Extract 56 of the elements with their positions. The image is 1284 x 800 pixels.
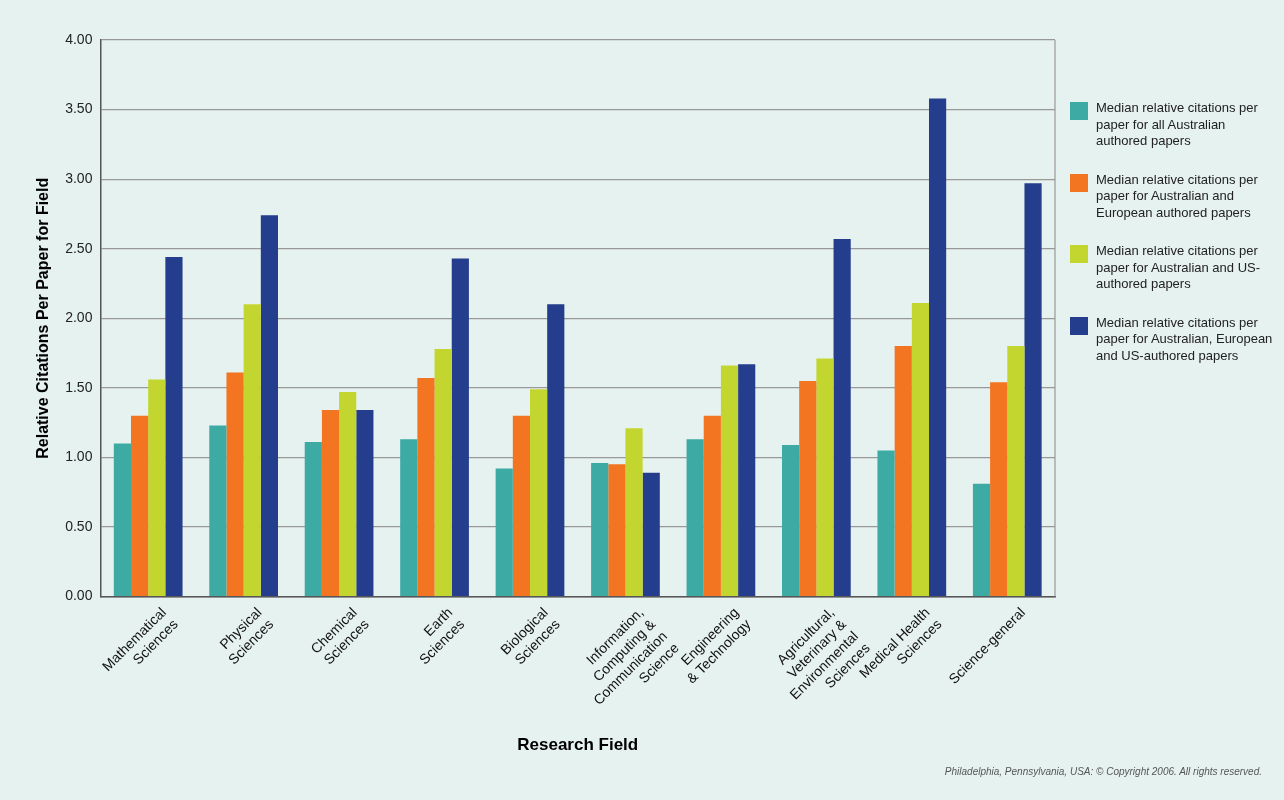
bar <box>304 442 322 596</box>
legend-label: Median relative citations per paper for all Australian authored papers <box>1096 100 1259 150</box>
y-axis-title: Relative Citations Per Paper for Field <box>34 177 52 459</box>
legend-label: Median relative citations per paper for Australian and European authored papers <box>1096 171 1259 221</box>
y-tick-label: 3.00 <box>65 170 93 186</box>
bar <box>530 389 548 596</box>
bar <box>894 346 912 596</box>
bar <box>642 472 660 596</box>
legend-label: Median relative citations per paper for Australian and US-authored papers <box>1096 243 1262 293</box>
bar <box>417 378 435 596</box>
bar <box>321 410 340 596</box>
bar <box>339 392 357 596</box>
bar <box>451 258 469 596</box>
bar <box>113 443 131 596</box>
bar <box>625 428 643 596</box>
bar <box>130 415 149 596</box>
bar <box>720 365 739 596</box>
bar <box>816 358 834 596</box>
bar <box>990 382 1008 596</box>
bar <box>209 425 227 596</box>
bar <box>972 483 991 596</box>
bar <box>929 98 947 596</box>
y-tick-label: 1.00 <box>65 448 93 465</box>
bar <box>243 304 261 596</box>
y-tick-label: 3.50 <box>65 100 93 117</box>
bar <box>608 464 626 596</box>
bar <box>911 302 929 596</box>
bar <box>1024 183 1042 596</box>
bar <box>400 439 418 596</box>
bar <box>799 380 817 596</box>
bar <box>148 379 166 596</box>
bar <box>738 364 756 596</box>
bar <box>782 444 800 596</box>
bar <box>495 468 513 596</box>
bar <box>833 238 851 596</box>
y-tick-label: 1.50 <box>65 378 93 395</box>
bar <box>165 257 183 596</box>
y-tick-label: 4.00 <box>65 30 93 47</box>
y-tick-label: 0.00 <box>65 587 93 604</box>
text: Philadelphia, Pennsylvania, USA: © Copyright 2006. All rights reserved. <box>944 766 1262 777</box>
y-tick-label: 0.50 <box>65 517 93 534</box>
legend-label: Median relative citations per paper for Australian, European and US-authored papers <box>1096 314 1274 364</box>
bar <box>434 348 452 596</box>
y-tick-label: 2.50 <box>65 239 93 256</box>
x-axis-title: Research Field <box>517 735 639 755</box>
bar <box>512 415 530 596</box>
bar <box>1007 346 1025 596</box>
bar <box>260 215 278 596</box>
bar <box>877 450 895 596</box>
y-tick-label: 2.00 <box>65 309 93 326</box>
bar <box>226 372 244 596</box>
bar <box>591 462 609 596</box>
bar <box>703 415 721 596</box>
bar <box>547 304 565 596</box>
bar <box>686 439 704 596</box>
bar <box>356 410 374 596</box>
